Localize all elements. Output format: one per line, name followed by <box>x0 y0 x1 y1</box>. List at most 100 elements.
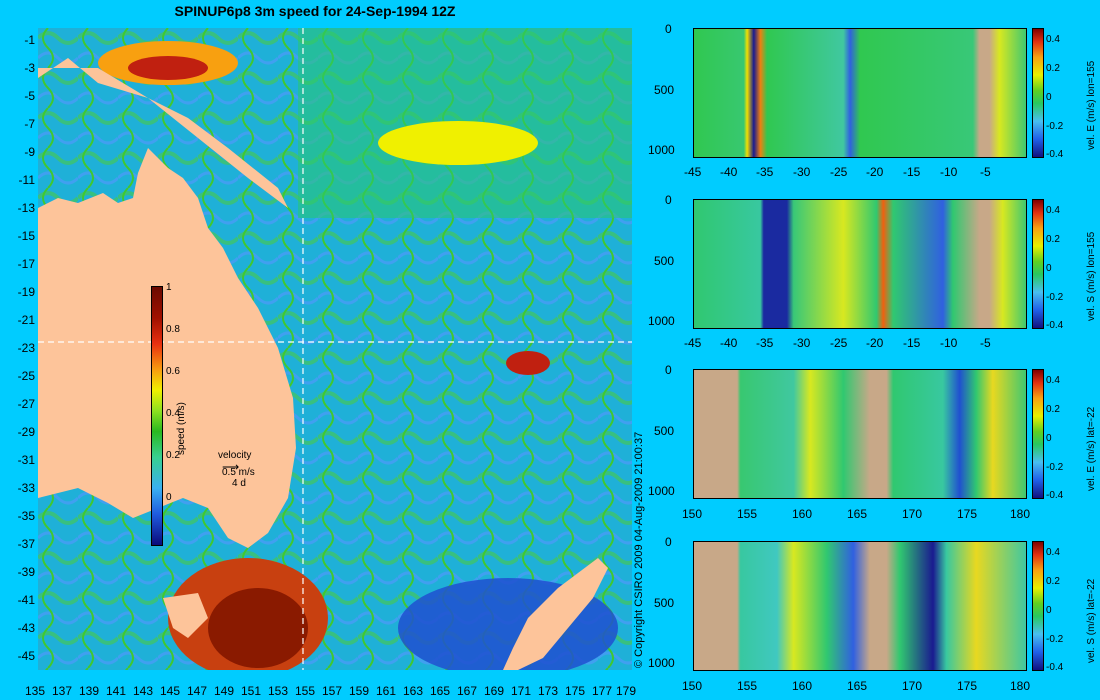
panel-cbar-tick: -0.2 <box>1046 121 1064 132</box>
panel-x-tick: -35 <box>756 336 774 350</box>
map-y-tick: -35 <box>17 509 35 523</box>
map-y-tick: -23 <box>17 341 35 355</box>
map-y-tick: -3 <box>24 61 35 75</box>
panel-cbar-tick: 0.2 <box>1046 576 1060 587</box>
colorbar-tick: 0 <box>166 492 172 503</box>
panel-label: vel. S (m/s) lat=-22 <box>1086 578 1097 663</box>
map-x-tick: 177 <box>591 684 613 698</box>
panel-x-tick: -40 <box>720 165 738 179</box>
map-x-tick: 175 <box>564 684 586 698</box>
map-x-tick: 161 <box>375 684 397 698</box>
panel-x-tick: -30 <box>793 336 811 350</box>
map-y-tick: -7 <box>24 117 35 131</box>
panel-x-tick: -20 <box>866 165 884 179</box>
map-y-tick: -5 <box>24 89 35 103</box>
panel-y-tick: 1000 <box>648 143 675 157</box>
map-x-tick: 139 <box>78 684 100 698</box>
panel-cbar-tick: 0 <box>1046 263 1052 274</box>
map-x-tick: 179 <box>615 684 637 698</box>
panel-x-tick: -25 <box>830 336 848 350</box>
map-y-tick: -45 <box>17 649 35 663</box>
panel-y-tick: 500 <box>654 83 675 97</box>
panel-colorbar <box>1032 541 1044 671</box>
map-y-tick: -17 <box>17 257 35 271</box>
map-y-tick: -9 <box>24 145 35 159</box>
panel-cbar-tick: -0.4 <box>1046 320 1064 331</box>
panel-cbar-tick: -0.2 <box>1046 292 1064 303</box>
panel-cbar-tick: -0.4 <box>1046 149 1064 160</box>
map-x-tick: 157 <box>321 684 343 698</box>
map-y-tick: -33 <box>17 481 35 495</box>
colorbar-label: speed (m/s) <box>176 402 187 455</box>
panel-cbar-tick: 0.4 <box>1046 547 1060 558</box>
map-x-tick: 167 <box>456 684 478 698</box>
panel-label: vel. S (m/s) lon=155 <box>1086 231 1097 321</box>
panel-x-tick: -10 <box>940 336 958 350</box>
section-panel-vel-e-lat22 <box>693 369 1027 499</box>
panel-label: vel. E (m/s) lon=155 <box>1086 60 1097 150</box>
panel-x-tick: -45 <box>684 336 702 350</box>
panel-cbar-tick: 0 <box>1046 605 1052 616</box>
map-x-tick: 153 <box>267 684 289 698</box>
panel-x-tick: 150 <box>682 507 703 521</box>
panel-cbar-tick: -0.2 <box>1046 462 1064 473</box>
map-y-tick: -25 <box>17 369 35 383</box>
map-y-tick: -1 <box>24 33 35 47</box>
panel-y-tick: 500 <box>654 424 675 438</box>
map-y-tick: -37 <box>17 537 35 551</box>
panel-x-tick: 180 <box>1010 679 1031 693</box>
map-x-tick: 171 <box>510 684 532 698</box>
panel-x-tick: -35 <box>756 165 774 179</box>
map-x-tick: 155 <box>294 684 316 698</box>
plot-title: SPINUP6p8 3m speed for 24-Sep-1994 12Z <box>174 3 456 19</box>
map-x-tick: 165 <box>429 684 451 698</box>
colorbar-tick: 0.2 <box>166 450 180 461</box>
panel-x-tick: -45 <box>684 165 702 179</box>
panel-cbar-tick: -0.4 <box>1046 490 1064 501</box>
panel-x-tick: 160 <box>792 507 813 521</box>
panel-colorbar <box>1032 369 1044 499</box>
velocity-key-speed: 0.5 m/s <box>222 467 255 478</box>
map-x-tick: 135 <box>24 684 46 698</box>
panel-x-tick: -15 <box>903 165 921 179</box>
panel-x-tick: -30 <box>793 165 811 179</box>
panel-x-tick: 155 <box>737 507 758 521</box>
panel-y-tick: 500 <box>654 596 675 610</box>
panel-cbar-tick: -0.4 <box>1046 662 1064 673</box>
map-y-tick: -21 <box>17 313 35 327</box>
panel-y-tick: 0 <box>665 193 672 207</box>
panel-x-tick: -5 <box>980 165 991 179</box>
map-x-tick: 173 <box>537 684 559 698</box>
panel-y-tick: 0 <box>665 535 672 549</box>
speed-colorbar <box>151 286 163 546</box>
panel-y-tick: 0 <box>665 22 672 36</box>
panel-cbar-tick: 0 <box>1046 92 1052 103</box>
colorbar-tick: 0.8 <box>166 324 180 335</box>
panel-x-tick: -40 <box>720 336 738 350</box>
panel-x-tick: 180 <box>1010 507 1031 521</box>
panel-cbar-tick: 0.2 <box>1046 404 1060 415</box>
map-x-tick: 147 <box>186 684 208 698</box>
map-y-tick: -31 <box>17 453 35 467</box>
map-y-tick: -41 <box>17 593 35 607</box>
speed-map <box>38 28 632 670</box>
map-x-tick: 141 <box>105 684 127 698</box>
colorbar-tick: 0.6 <box>166 366 180 377</box>
panel-colorbar <box>1032 28 1044 158</box>
panel-x-tick: 165 <box>847 679 868 693</box>
map-y-tick: -27 <box>17 397 35 411</box>
panel-label: vel. E (m/s) lat=-22 <box>1086 406 1097 491</box>
panel-colorbar <box>1032 199 1044 329</box>
panel-x-tick: -10 <box>940 165 958 179</box>
map-x-tick: 159 <box>348 684 370 698</box>
map-y-tick: -39 <box>17 565 35 579</box>
map-y-tick: -11 <box>18 173 35 187</box>
section-panel-vel-s-lat22 <box>693 541 1027 671</box>
panel-y-tick: 1000 <box>648 484 675 498</box>
map-y-tick: -13 <box>17 201 35 215</box>
panel-x-tick: 170 <box>902 679 923 693</box>
panel-cbar-tick: 0.4 <box>1046 34 1060 45</box>
panel-y-tick: 500 <box>654 254 675 268</box>
map-x-tick: 163 <box>402 684 424 698</box>
velocity-key-duration: 4 d <box>232 478 246 489</box>
